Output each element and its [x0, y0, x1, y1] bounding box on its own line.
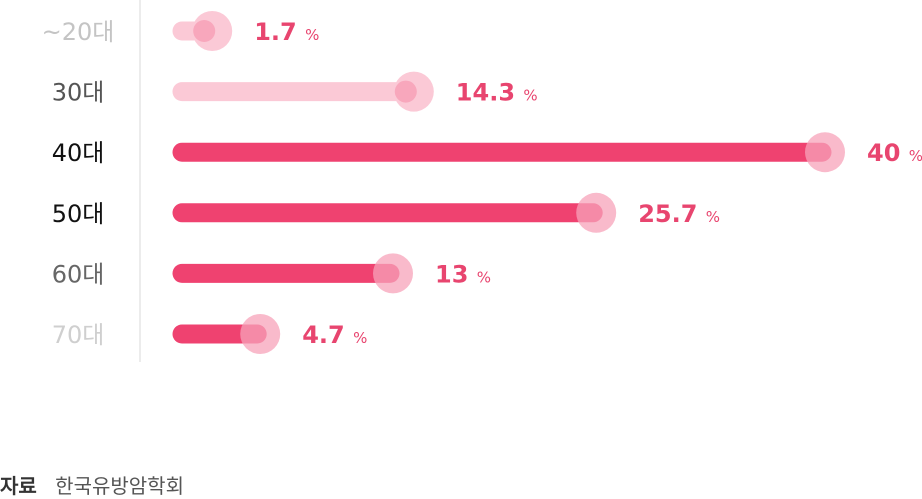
- value-unit: %: [477, 268, 491, 286]
- value-number: 25.7: [638, 200, 706, 228]
- value-unit: %: [909, 147, 922, 165]
- bar-knob-core: [394, 80, 417, 103]
- value-number: 14.3: [456, 79, 524, 107]
- value-unit: %: [706, 208, 720, 226]
- bar-knob-halo: [373, 253, 413, 294]
- value-unit: %: [523, 87, 537, 105]
- value-number: 13: [435, 260, 477, 288]
- category-label: 70대: [52, 321, 105, 349]
- value-number: 40: [867, 139, 909, 167]
- category-label: ~20대: [42, 18, 115, 46]
- bar-knob-halo: [576, 192, 617, 233]
- bar-knob-halo: [805, 132, 845, 173]
- value-label: 13 %: [435, 260, 491, 288]
- value-label: 4.7 %: [302, 321, 367, 349]
- value-label: 25.7 %: [638, 200, 720, 228]
- category-label: 60대: [52, 260, 105, 288]
- value-number: 4.7: [302, 321, 353, 349]
- category-label: 40대: [52, 139, 105, 167]
- value-number: 1.7: [254, 18, 305, 46]
- bars-group: ~20대 1.7 % 30대 14.3 % 40대 40 % 50대 25.7 % 60대 13 …: [42, 11, 922, 354]
- category-label: 50대: [52, 200, 105, 228]
- bar-knob-core: [193, 20, 216, 42]
- source-label: 자료: [0, 474, 37, 498]
- category-label: 30대: [52, 79, 105, 107]
- source-text: 한국유방암학회: [55, 474, 184, 498]
- source-note: 자료 한국유방암학회: [0, 470, 184, 499]
- value-unit: %: [353, 329, 367, 347]
- value-label: 40 %: [867, 139, 922, 167]
- value-unit: %: [305, 26, 319, 44]
- bar-knob-halo: [240, 314, 281, 354]
- value-label: 14.3 %: [456, 79, 538, 107]
- value-label: 1.7 %: [254, 18, 319, 46]
